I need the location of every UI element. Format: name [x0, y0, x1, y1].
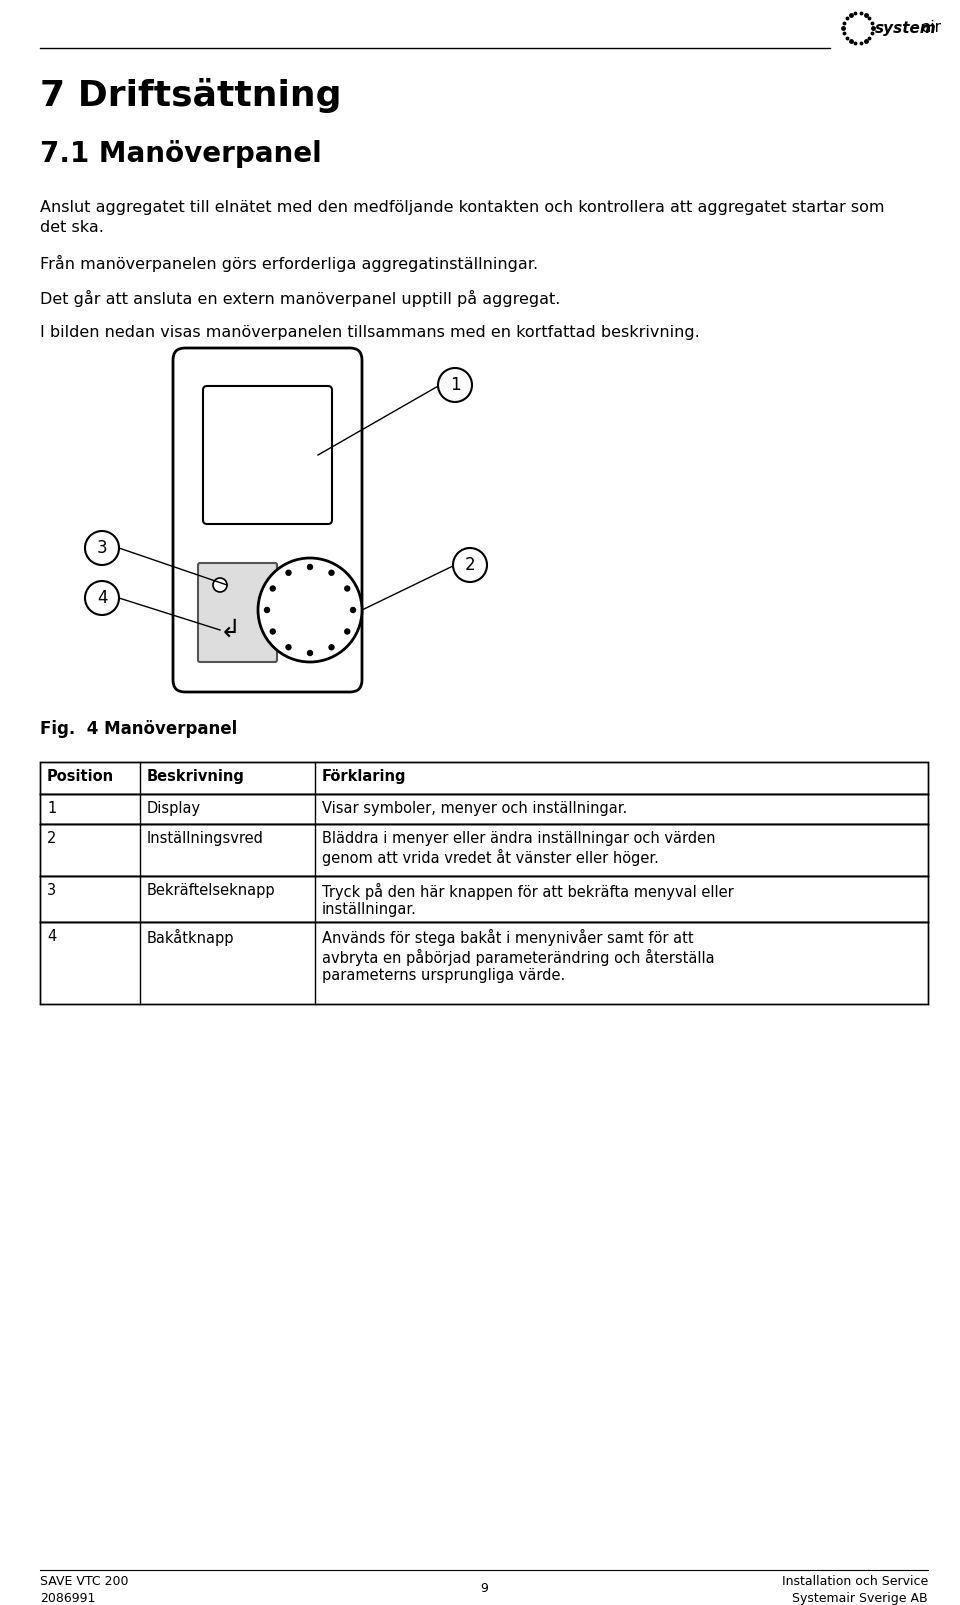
- Circle shape: [345, 586, 349, 591]
- Text: I bilden nedan visas manöverpanelen tillsammans med en kortfattad beskrivning.: I bilden nedan visas manöverpanelen till…: [40, 324, 700, 340]
- Circle shape: [265, 608, 270, 613]
- Text: air: air: [921, 21, 941, 35]
- Circle shape: [453, 547, 487, 583]
- Circle shape: [329, 570, 334, 575]
- Text: Bekräftelseknapp: Bekräftelseknapp: [147, 883, 276, 899]
- Text: 4: 4: [47, 929, 57, 944]
- Text: Förklaring: Förklaring: [322, 769, 406, 783]
- Text: 2: 2: [465, 555, 475, 575]
- FancyBboxPatch shape: [173, 348, 362, 692]
- Circle shape: [345, 629, 349, 634]
- Text: ↲: ↲: [220, 618, 241, 642]
- FancyBboxPatch shape: [198, 563, 277, 661]
- Bar: [40, 762, 928, 794]
- Text: Fig.  4 Manöverpanel: Fig. 4 Manöverpanel: [40, 721, 237, 738]
- Bar: [40, 921, 928, 1005]
- Text: Position: Position: [47, 769, 114, 783]
- Text: 7.1 Manöverpanel: 7.1 Manöverpanel: [40, 140, 322, 169]
- Circle shape: [286, 570, 291, 575]
- Text: SAVE VTC 200: SAVE VTC 200: [40, 1575, 129, 1587]
- Circle shape: [258, 559, 362, 661]
- Text: Visar symboler, menyer och inställningar.: Visar symboler, menyer och inställningar…: [322, 801, 627, 815]
- Text: det ska.: det ska.: [40, 220, 104, 234]
- Text: Används för stega bakåt i menynivåer samt för att
avbryta en påbörjad parameterä: Används för stega bakåt i menynivåer sam…: [322, 929, 714, 984]
- Text: 4: 4: [97, 589, 108, 607]
- Text: 3: 3: [47, 883, 56, 899]
- Bar: [40, 823, 928, 876]
- Bar: [40, 876, 928, 921]
- Circle shape: [307, 565, 313, 570]
- Text: 2: 2: [47, 831, 57, 846]
- Text: 1: 1: [449, 376, 460, 393]
- Text: Inställningsvred: Inställningsvred: [147, 831, 264, 846]
- Text: Beskrivning: Beskrivning: [147, 769, 245, 783]
- Text: 9: 9: [480, 1583, 488, 1595]
- Text: 1: 1: [47, 801, 57, 815]
- Text: 3: 3: [97, 539, 108, 557]
- Circle shape: [350, 608, 355, 613]
- Circle shape: [85, 581, 119, 615]
- Bar: [40, 794, 928, 823]
- Circle shape: [271, 586, 276, 591]
- Circle shape: [85, 531, 119, 565]
- Text: 2086991: 2086991: [40, 1592, 95, 1605]
- Text: 7 Driftsättning: 7 Driftsättning: [40, 79, 342, 112]
- Text: Bläddra i menyer eller ändra inställningar och värden
genom att vrida vredet åt : Bläddra i menyer eller ändra inställning…: [322, 831, 715, 865]
- Text: Installation och Service: Installation och Service: [781, 1575, 928, 1587]
- Circle shape: [271, 629, 276, 634]
- Circle shape: [307, 650, 313, 655]
- Text: Anslut aggregatet till elnätet med den medföljande kontakten och kontrollera att: Anslut aggregatet till elnätet med den m…: [40, 201, 884, 215]
- Text: Bakåtknapp: Bakåtknapp: [147, 929, 234, 945]
- Text: Display: Display: [147, 801, 202, 815]
- Circle shape: [329, 645, 334, 650]
- Text: Tryck på den här knappen för att bekräfta menyval eller
inställningar.: Tryck på den här knappen för att bekräft…: [322, 883, 733, 918]
- Text: Systemair Sverige AB: Systemair Sverige AB: [792, 1592, 928, 1605]
- Text: Det går att ansluta en extern manöverpanel upptill på aggregat.: Det går att ansluta en extern manöverpan…: [40, 291, 561, 307]
- FancyBboxPatch shape: [203, 385, 332, 523]
- Circle shape: [286, 645, 291, 650]
- Circle shape: [213, 578, 227, 592]
- Text: Från manöverpanelen görs erforderliga aggregatinställningar.: Från manöverpanelen görs erforderliga ag…: [40, 255, 539, 271]
- Circle shape: [438, 368, 472, 401]
- Text: system: system: [875, 21, 937, 35]
